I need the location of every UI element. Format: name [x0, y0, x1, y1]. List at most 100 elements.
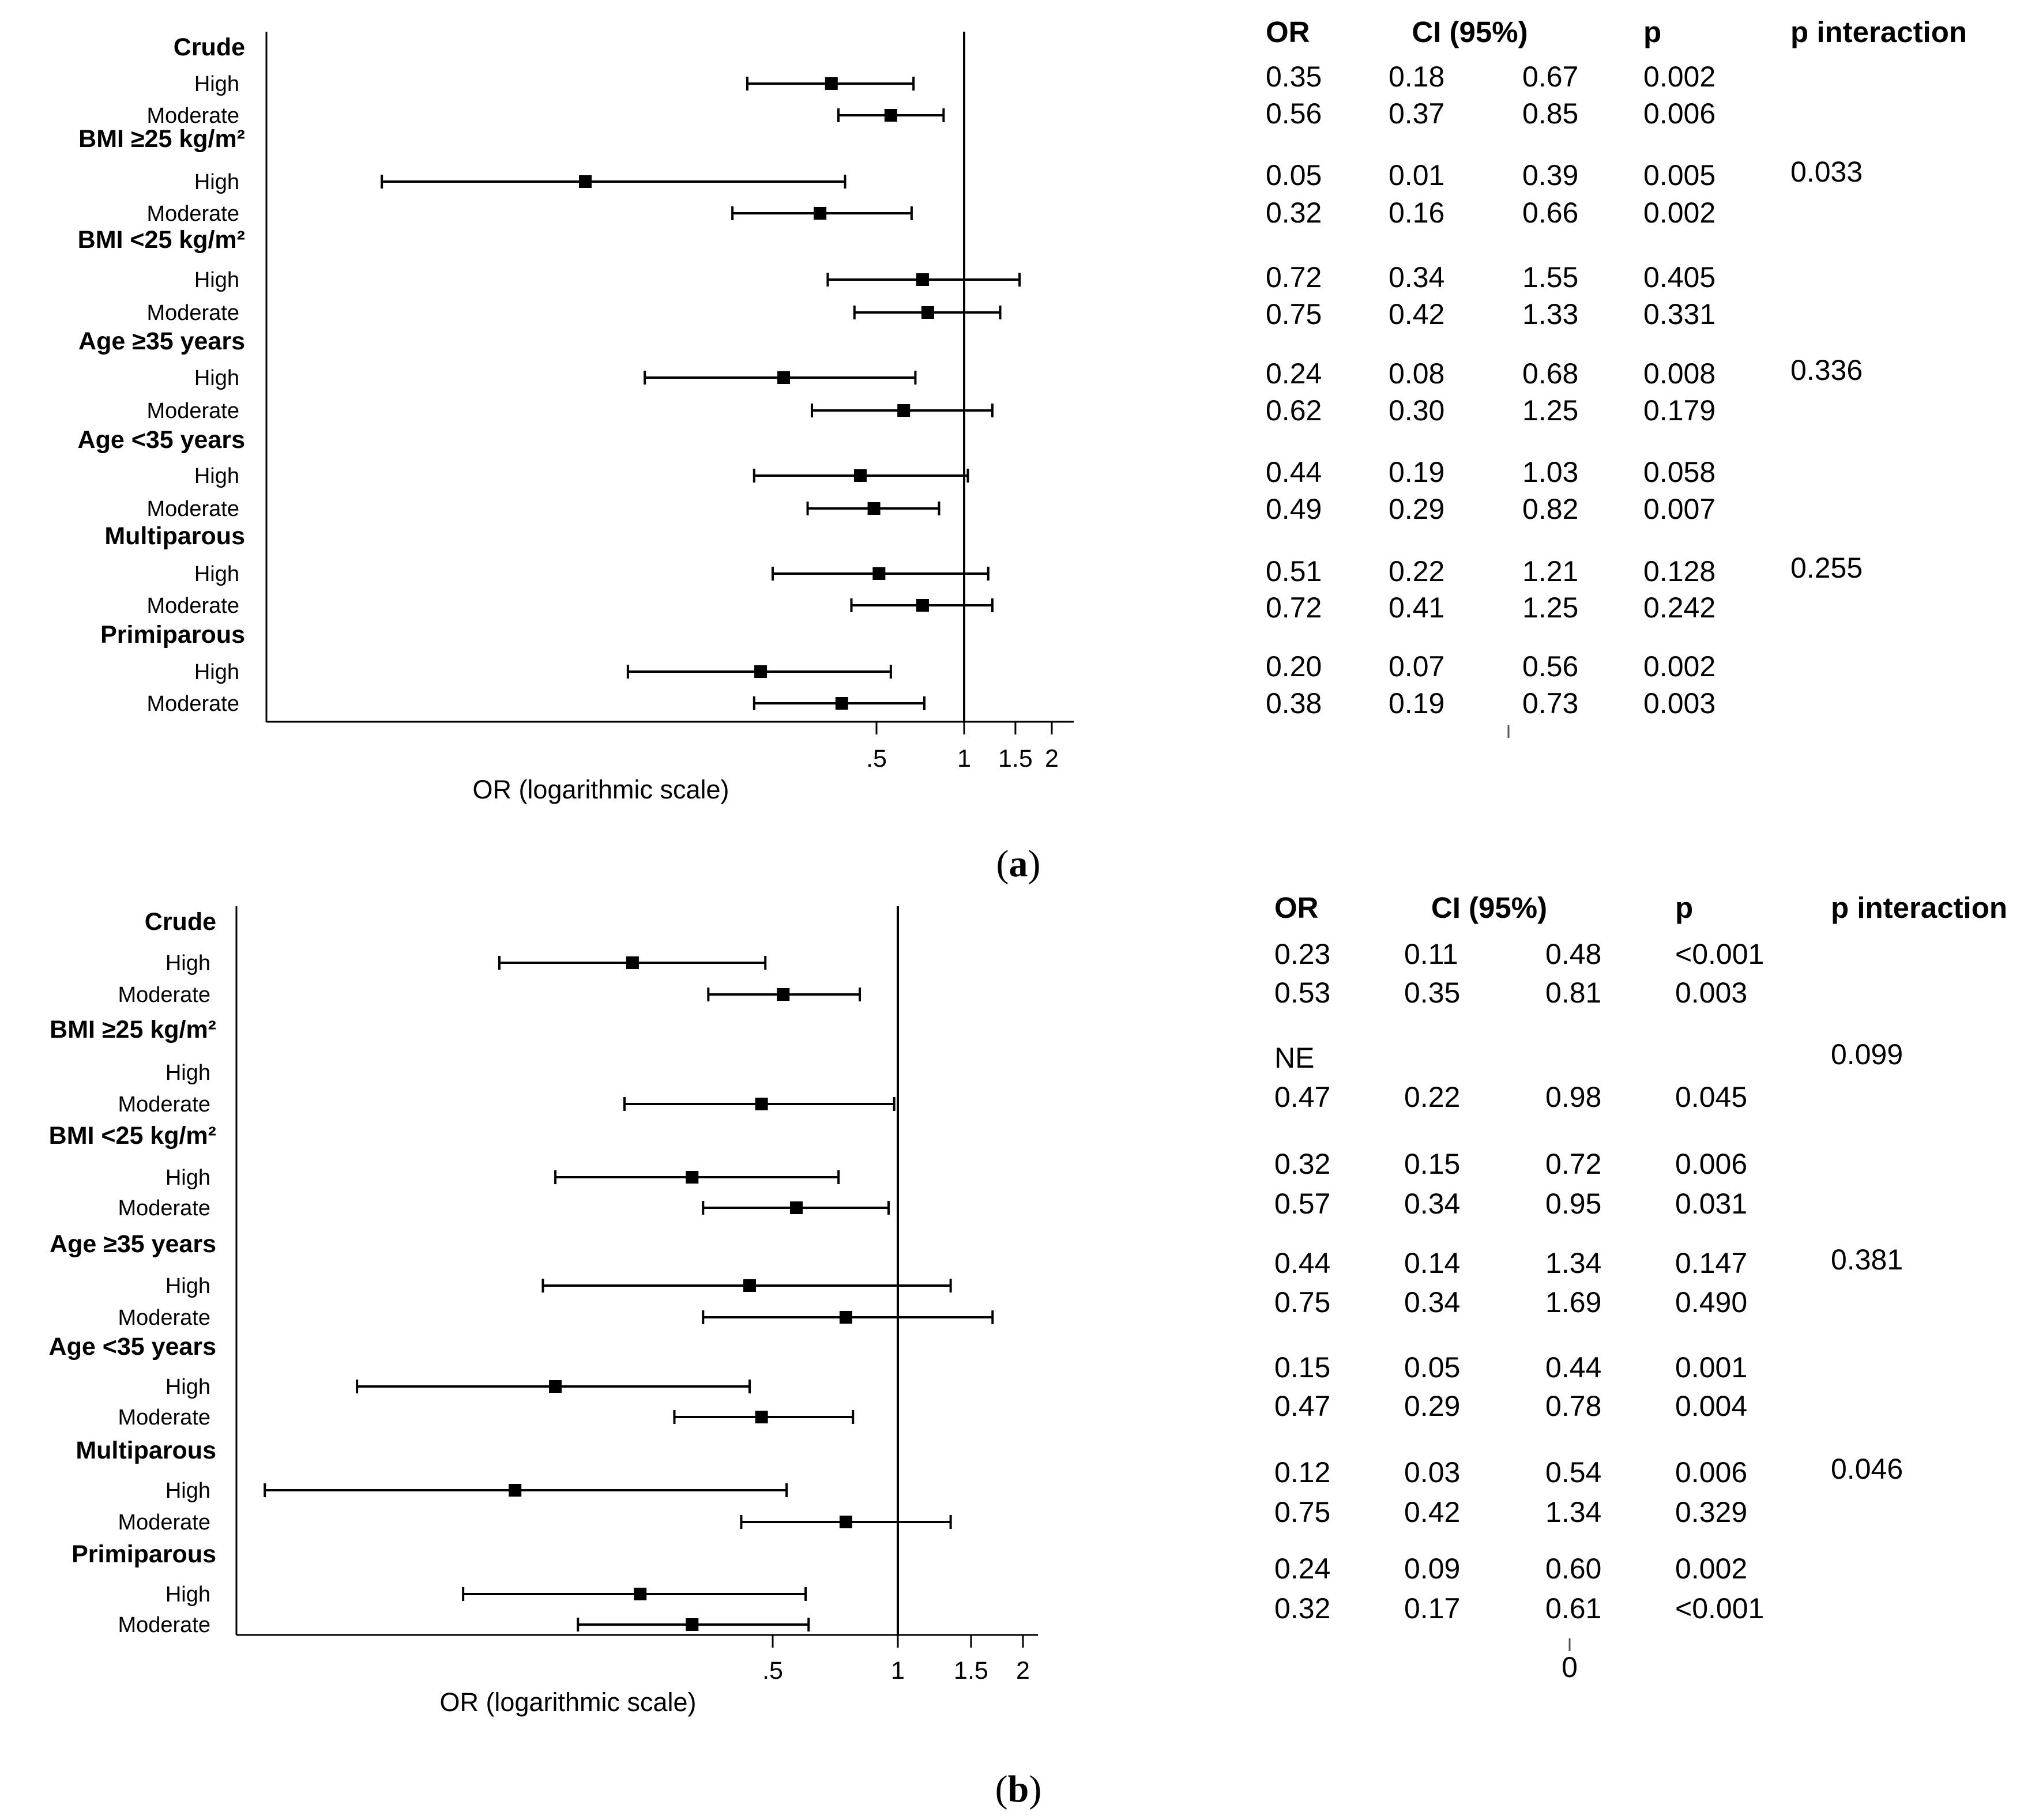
table-cell-or: 0.15 [1274, 1351, 1330, 1384]
table-cell-ci-low: 0.30 [1389, 394, 1444, 427]
table-cell-p: 0.329 [1675, 1496, 1747, 1528]
point-estimate-marker [921, 306, 934, 319]
row-label: Moderate [118, 1306, 210, 1330]
row-label: High [194, 268, 239, 292]
forest-plot-panel-a: .5 1 1.5 2 OR (logarithmic scale) OR CI (95%) p… [78, 16, 1967, 885]
row-label: Moderate [146, 497, 239, 521]
table-cell-ci-high: 0.68 [1522, 357, 1578, 390]
table-cell-ci-low: 0.05 [1404, 1351, 1460, 1384]
table-cell-p: 0.179 [1643, 394, 1716, 427]
point-estimate-marker [755, 1411, 768, 1423]
point-estimate-marker [853, 469, 867, 482]
table-header-or: OR [1266, 16, 1310, 48]
table-cell-ci-high: 1.03 [1522, 456, 1578, 488]
x-tick-label: 1 [891, 1657, 905, 1685]
table-cell-p-interaction: 0.255 [1790, 552, 1863, 584]
panel-label: (b) [995, 1768, 1042, 1810]
row-label: High [165, 1582, 210, 1607]
table-cell-p: 0.331 [1643, 298, 1716, 330]
row-label: High [165, 1166, 210, 1190]
table-cell-ci-high: 1.34 [1545, 1496, 1601, 1528]
point-estimate-marker [743, 1279, 756, 1292]
table-cell-or: 0.53 [1274, 977, 1330, 1009]
point-estimate-marker [825, 77, 838, 90]
row-label: High [194, 366, 239, 390]
point-estimate-marker [754, 665, 768, 678]
row-label: High [165, 951, 210, 975]
table-cell-ci-low: 0.16 [1389, 197, 1444, 229]
table-cell-ci-high: 0.44 [1545, 1351, 1601, 1384]
table-cell-ci-high: 0.82 [1522, 493, 1578, 525]
table-header-ci: CI (95%) [1431, 891, 1547, 924]
table-cell-or: 0.47 [1274, 1390, 1330, 1422]
row-label: High [165, 1479, 210, 1503]
table-header-p: p [1675, 891, 1693, 924]
table-header-ci: CI (95%) [1412, 16, 1528, 48]
table-cell-p: 0.006 [1675, 1456, 1747, 1489]
table-cell-ci-low: 0.19 [1389, 456, 1444, 488]
table-cell-ci-low: 0.29 [1389, 493, 1444, 525]
table-cell-ci-high: 0.73 [1522, 687, 1578, 719]
table-cell-p: 0.002 [1675, 1553, 1747, 1585]
table-cell-or: 0.75 [1274, 1496, 1330, 1528]
table-header-or: OR [1274, 891, 1319, 924]
x-tick-label: 2 [1045, 745, 1059, 773]
point-estimate-marker [790, 1201, 803, 1214]
group-label: BMI ≥25 kg/m² [78, 125, 245, 153]
forest-plot-panel-b: .5 1 1.5 2 OR (logarithmic scale) OR CI (95%) p… [49, 891, 2008, 1810]
table-header-p: p [1643, 16, 1661, 48]
point-estimate-marker [814, 207, 827, 220]
table-cell-ci-low: 0.17 [1404, 1592, 1460, 1625]
table-cell-ci-low: 0.01 [1389, 159, 1444, 191]
group-label: Primiparous [72, 1540, 216, 1568]
row-label: High [194, 170, 239, 194]
group-label: Multiparous [104, 522, 245, 550]
table-cell-p: 0.128 [1643, 555, 1716, 587]
table-cell-p: 0.006 [1643, 97, 1716, 130]
table-cell-ci-low: 0.22 [1404, 1081, 1460, 1113]
table-cell-ci-low: 0.18 [1389, 61, 1444, 93]
table-cell-ci-high: 0.54 [1545, 1456, 1601, 1489]
table-cell-p-interaction: 0.033 [1790, 156, 1863, 188]
table-cell-or: 0.32 [1274, 1592, 1330, 1625]
table-cell-ci-high: 0.67 [1522, 61, 1578, 93]
point-estimate-marker [579, 175, 592, 188]
point-estimate-marker [835, 697, 848, 710]
table-cell-p: 0.045 [1675, 1081, 1747, 1113]
point-estimate-marker [916, 599, 929, 612]
point-estimate-marker [549, 1380, 562, 1393]
row-label: Moderate [118, 983, 210, 1007]
row-label: High [194, 660, 239, 684]
table-cell-or: 0.56 [1266, 97, 1322, 130]
point-estimate-marker [867, 502, 881, 515]
row-label: High [165, 1274, 210, 1298]
row-label: High [194, 464, 239, 488]
row-label: Moderate [146, 104, 239, 128]
table-cell-ci-low: 0.34 [1404, 1286, 1460, 1318]
table-cell-or: NE [1274, 1042, 1314, 1074]
row-label: Moderate [118, 1196, 210, 1220]
x-tick-label: 2 [1016, 1657, 1030, 1685]
table-cell-or: 0.05 [1266, 159, 1322, 191]
row-label: High [165, 1375, 210, 1399]
table-cell-p: 0.002 [1643, 197, 1716, 229]
table-cell-ci-low: 0.08 [1389, 357, 1444, 390]
table-cell-or: 0.24 [1274, 1553, 1330, 1585]
table-cell-or: 0.44 [1274, 1247, 1330, 1279]
table-cell-ci-high: 0.85 [1522, 97, 1578, 130]
group-label: Crude [174, 33, 245, 61]
table-cell-ci-low: 0.34 [1404, 1188, 1460, 1220]
table-cell-p-interaction: 0.336 [1790, 354, 1863, 386]
point-estimate-marker [755, 1098, 768, 1110]
table-cell-ci-low: 0.22 [1389, 555, 1444, 587]
point-estimate-marker [509, 1484, 522, 1497]
group-label: Age ≥35 years [50, 1230, 216, 1258]
table-cell-ci-high: 0.95 [1545, 1188, 1601, 1220]
group-label: BMI ≥25 kg/m² [50, 1016, 216, 1043]
table-cell-ci-high: 0.61 [1545, 1592, 1601, 1625]
table-cell-p: 0.005 [1643, 159, 1716, 191]
table-cell-ci-high: 0.56 [1522, 650, 1578, 683]
table-cell-p: 0.002 [1643, 650, 1716, 683]
table-cell-p: 0.004 [1675, 1390, 1747, 1422]
